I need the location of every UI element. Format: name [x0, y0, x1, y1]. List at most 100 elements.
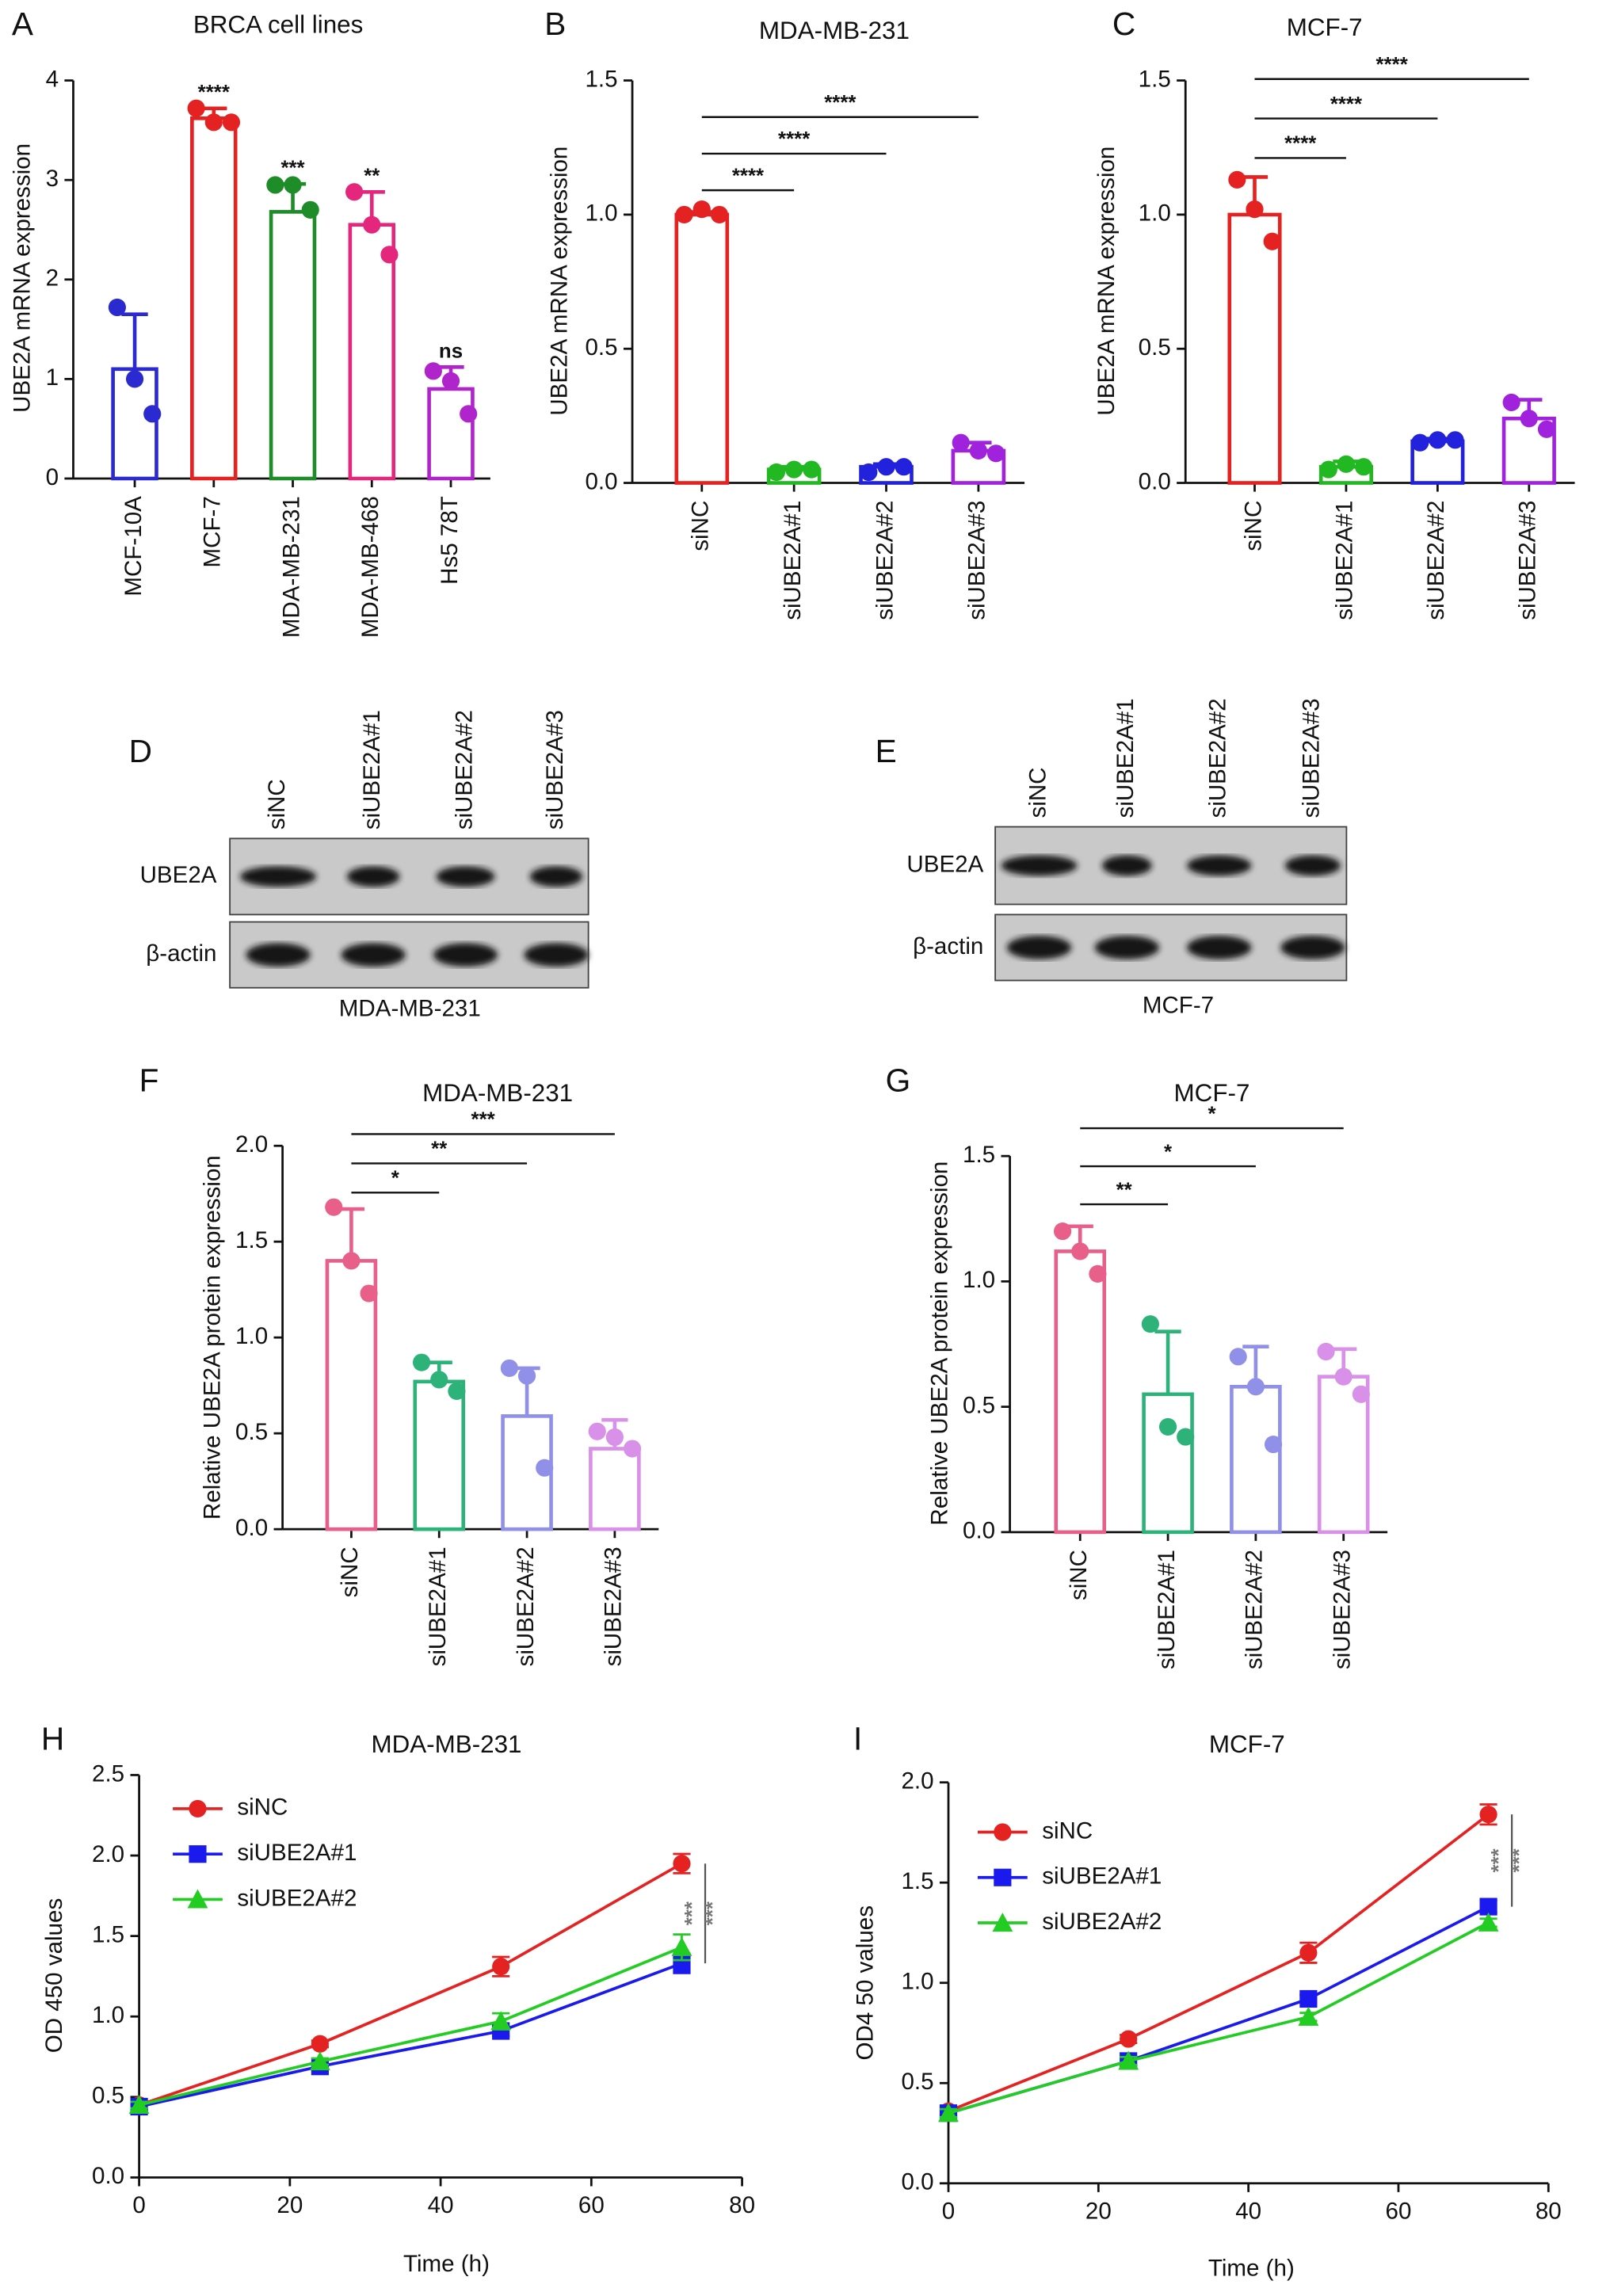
significance-label: ****	[824, 92, 857, 114]
data-point	[284, 176, 302, 194]
series-line	[139, 1946, 683, 2107]
y-axis-label: OD4 50 values	[852, 1905, 878, 2060]
data-point	[1355, 458, 1373, 476]
data-point	[1263, 232, 1281, 250]
legend-label: siNC	[237, 1794, 288, 1821]
data-point	[1446, 431, 1464, 449]
data-point	[692, 200, 711, 219]
y-tick-label: 1.5	[586, 66, 618, 92]
panel-letter: G	[886, 1062, 911, 1099]
y-tick-label: 0	[46, 464, 59, 490]
blot-row-label: UBE2A	[906, 851, 983, 877]
chart-title: MDA-MB-231	[759, 17, 910, 44]
data-point	[767, 463, 786, 482]
data-point	[1537, 420, 1556, 438]
x-tick-label: 60	[578, 2192, 605, 2218]
x-tick-label: MDA-MB-468	[357, 496, 383, 638]
y-tick-label: 0.5	[92, 2083, 124, 2109]
blot-lane-label: siUBE2A#3	[542, 710, 568, 830]
y-tick-label: 0.0	[901, 2169, 933, 2195]
significance-label: ***	[280, 158, 305, 180]
y-axis-label: OD 450 values	[41, 1898, 67, 2053]
bar	[1054, 1249, 1107, 1535]
x-tick-label: 20	[1085, 2199, 1112, 2225]
y-tick-label: 2	[46, 265, 59, 292]
data-point	[623, 1440, 642, 1458]
error-bar	[1154, 1329, 1181, 1394]
significance-label: *	[1208, 1103, 1216, 1125]
x-tick-label: 0	[942, 2199, 955, 2225]
significance-label: **	[1116, 1179, 1133, 1201]
significance-label: ****	[198, 82, 231, 104]
marker	[671, 1936, 692, 1956]
significance-label: ****	[1376, 54, 1409, 76]
marker	[492, 1958, 510, 1976]
legend-label: siUBE2A#2	[1042, 1909, 1162, 1935]
marker	[189, 1845, 207, 1863]
marker	[994, 1823, 1012, 1841]
y-tick-label: 0.0	[586, 468, 618, 494]
data-point	[605, 1428, 624, 1447]
blot-band	[1284, 855, 1341, 876]
marker	[311, 2035, 329, 2053]
data-point	[363, 215, 381, 234]
bar	[413, 1379, 466, 1531]
x-tick-label: siUBE2A#3	[601, 1547, 627, 1666]
data-point	[301, 200, 319, 219]
significance-label: **	[431, 1138, 448, 1161]
x-tick-label: siUBE2A#2	[1242, 1550, 1268, 1669]
blot-lane-label: siNC	[1024, 767, 1051, 818]
blot-caption: MDA-MB-231	[339, 995, 481, 1021]
data-point	[1352, 1385, 1370, 1403]
blot-band	[1006, 936, 1072, 959]
x-tick-label: siUBE2A#1	[425, 1547, 451, 1666]
data-point	[1246, 1378, 1265, 1396]
significance-label: ns	[439, 341, 463, 363]
series-line	[139, 1962, 683, 2108]
data-point	[1177, 1428, 1195, 1446]
x-tick-label: MDA-MB-231	[278, 496, 304, 638]
x-tick-label: siUBE2A#3	[1515, 501, 1541, 620]
data-point	[895, 458, 913, 476]
y-axis-label: UBE2A mRNA expression	[9, 143, 35, 413]
y-tick-label: 1	[46, 364, 59, 391]
x-tick-label: siUBE2A#1	[1154, 1550, 1180, 1669]
x-tick-label: siUBE2A#1	[1332, 501, 1358, 620]
marker	[490, 2011, 512, 2031]
x-tick-label: siNC	[1240, 501, 1266, 551]
series-line	[139, 1862, 683, 2107]
blot-row-label: β-actin	[913, 933, 983, 959]
data-point	[380, 246, 399, 264]
data-point	[1229, 1348, 1247, 1366]
data-point	[952, 433, 970, 452]
data-point	[325, 1198, 343, 1216]
x-tick-label: siUBE2A#2	[1423, 501, 1449, 620]
blot-row-label: β-actin	[146, 940, 216, 967]
blot-lane-label: siUBE2A#1	[359, 710, 385, 830]
marker	[1118, 2050, 1139, 2070]
series-line	[948, 1813, 1490, 2113]
significance-label: ***	[1509, 1848, 1531, 1872]
blot-band	[524, 943, 589, 967]
significance-label: ***	[681, 1901, 704, 1925]
x-tick-label: 80	[1536, 2199, 1562, 2225]
data-point	[1071, 1242, 1089, 1261]
data-point	[1429, 431, 1447, 449]
chart-title: BRCA cell lines	[193, 11, 363, 39]
x-tick-label: siNC	[1066, 1550, 1092, 1600]
bar	[1227, 212, 1282, 485]
y-tick-label: 1.0	[235, 1323, 268, 1349]
blot-caption: MCF-7	[1143, 993, 1214, 1019]
x-tick-label: 60	[1386, 2199, 1412, 2225]
x-tick-label: siUBE2A#3	[964, 501, 990, 620]
blot-band	[1101, 855, 1152, 876]
x-axis-label: Time (h)	[403, 2251, 490, 2277]
marker	[673, 1855, 691, 1873]
y-tick-label: 0.5	[1139, 334, 1171, 360]
data-point	[675, 205, 693, 223]
y-tick-label: 0.0	[235, 1515, 268, 1541]
data-point	[266, 176, 284, 194]
y-axis-label: UBE2A mRNA expression	[546, 147, 572, 416]
significance-label: ****	[1284, 133, 1317, 155]
data-point	[1411, 433, 1429, 452]
